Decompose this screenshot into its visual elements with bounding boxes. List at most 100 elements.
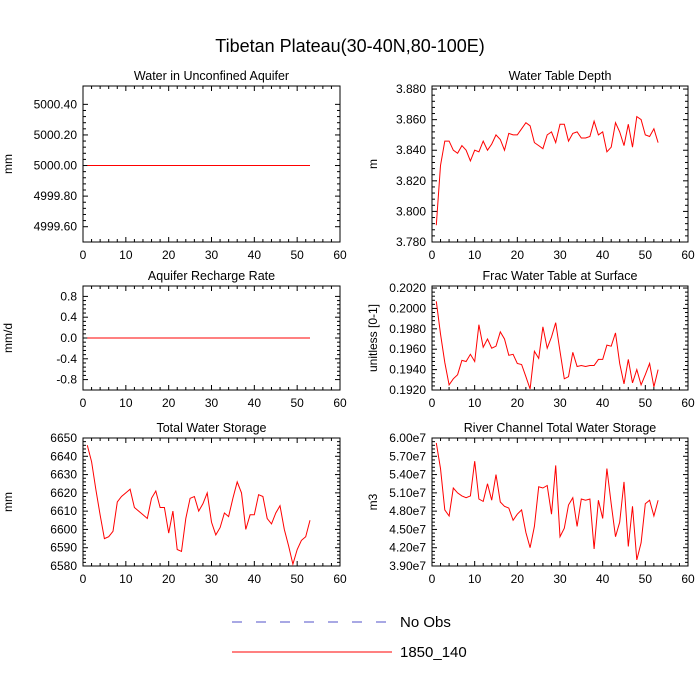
x-tick-label: 20	[511, 396, 525, 410]
x-tick-label: 20	[162, 396, 176, 410]
chart-panel-3: Aquifer Recharge Rate mm/d 0 10 20 30 40 50 60 -0…	[1, 269, 347, 410]
y-tick-label: 6600	[50, 522, 77, 536]
y-tick-label: 3.840	[396, 143, 426, 157]
x-tick-label: 60	[681, 396, 695, 410]
x-tick-label: 50	[290, 396, 304, 410]
y-tick-label: 4.50e7	[389, 522, 426, 536]
x-tick-label: 0	[80, 248, 87, 262]
y-tick-label: 5000.20	[34, 128, 78, 142]
plot-frame	[82, 437, 341, 567]
series-line-1850-140	[435, 301, 659, 390]
y-tick-label: 5000.40	[34, 97, 78, 111]
x-tick-label: 60	[333, 248, 347, 262]
y-axis-label: mm	[1, 492, 15, 512]
x-tick-label: 60	[333, 396, 347, 410]
y-tick-label: 4.20e7	[389, 541, 426, 555]
plot-frame	[82, 85, 341, 243]
x-tick-label: 30	[553, 248, 567, 262]
y-tick-label: 0.4	[60, 310, 77, 324]
series-line-1850-140	[435, 442, 659, 561]
x-tick-label: 20	[162, 248, 176, 262]
chart-panels: Water in Unconfined Aquifer mm 0 10 20 30 40 50…	[1, 69, 695, 586]
y-tick-label: 5.70e7	[389, 449, 426, 463]
y-tick-label: 5.40e7	[389, 468, 426, 482]
x-tick-label: 50	[639, 572, 653, 586]
x-tick-label: 20	[511, 248, 525, 262]
y-tick-label: 5.10e7	[389, 486, 426, 500]
y-tick-label: 0.1980	[389, 322, 426, 336]
x-tick-label: 60	[333, 572, 347, 586]
plot-frame	[431, 285, 689, 391]
x-tick-label: 40	[596, 396, 610, 410]
x-tick-label: 0	[429, 396, 436, 410]
x-tick-label: 20	[511, 572, 525, 586]
x-tick-label: 50	[290, 572, 304, 586]
x-tick-label: 0	[429, 572, 436, 586]
plot-frame	[431, 85, 689, 243]
y-tick-label: 3.90e7	[389, 559, 426, 573]
chart-panel-1: Water in Unconfined Aquifer mm 0 10 20 30 40 50…	[1, 69, 347, 262]
y-tick-label: 0.1960	[389, 342, 426, 356]
x-tick-label: 50	[290, 248, 304, 262]
y-tick-label: 0.1940	[389, 363, 426, 377]
y-tick-label: 4.80e7	[389, 504, 426, 518]
y-tick-label: 6580	[50, 559, 77, 573]
x-tick-label: 10	[119, 396, 133, 410]
y-tick-label: 4999.60	[34, 220, 78, 234]
y-tick-label: 3.780	[396, 235, 426, 249]
y-tick-label: 6620	[50, 486, 77, 500]
x-tick-label: 10	[468, 572, 482, 586]
y-tick-label: -0.8	[56, 373, 77, 387]
legend-label-no-obs: No Obs	[400, 614, 451, 631]
series-line-1850-140	[86, 445, 311, 567]
legend: No Obs 1850_140	[232, 614, 467, 661]
y-tick-label: 6650	[50, 431, 77, 445]
y-tick-label: 0.0	[60, 331, 77, 345]
x-tick-label: 30	[553, 572, 567, 586]
chart-panel-2: Water Table Depth m 0 10 20 30 40 50 60 3.780 3.80…	[366, 69, 695, 262]
panel-title: Frac Water Table at Surface	[483, 269, 638, 283]
y-tick-label: -0.4	[56, 352, 77, 366]
chart-panel-6: River Channel Total Water Storage m3 0 10 20…	[366, 421, 695, 586]
x-tick-label: 40	[596, 248, 610, 262]
y-tick-label: 4999.80	[34, 189, 78, 203]
x-tick-label: 40	[248, 248, 262, 262]
x-tick-label: 40	[248, 396, 262, 410]
y-tick-label: 3.880	[396, 82, 426, 96]
x-tick-label: 30	[205, 572, 219, 586]
x-tick-label: 40	[248, 572, 262, 586]
y-axis-label: mm	[1, 154, 15, 174]
y-tick-label: 6.00e7	[389, 431, 426, 445]
chart-panel-5: Total Water Storage mm 0 10 20 30 40 50 60 6580 65…	[1, 421, 347, 586]
panel-title: Water Table Depth	[509, 69, 612, 83]
y-tick-label: 0.8	[60, 289, 77, 303]
x-tick-label: 60	[681, 572, 695, 586]
y-axis-label: mm/d	[1, 323, 15, 353]
x-tick-label: 0	[80, 396, 87, 410]
y-tick-label: 0.2000	[389, 301, 426, 315]
x-tick-label: 10	[468, 248, 482, 262]
panel-title: Total Water Storage	[156, 421, 266, 435]
panel-title: Water in Unconfined Aquifer	[134, 69, 289, 83]
y-tick-label: 5000.00	[34, 159, 78, 173]
y-tick-label: 3.820	[396, 174, 426, 188]
y-tick-label: 0.1920	[389, 383, 426, 397]
figure-title: Tibetan Plateau(30-40N,80-100E)	[215, 36, 485, 56]
x-tick-label: 10	[468, 396, 482, 410]
series-line-1850-140	[435, 115, 659, 226]
x-tick-label: 50	[639, 248, 653, 262]
y-tick-label: 3.800	[396, 204, 426, 218]
x-tick-label: 30	[553, 396, 567, 410]
x-tick-label: 0	[429, 248, 436, 262]
chart-panel-4: Frac Water Table at Surface unitless [0-1…	[366, 269, 695, 410]
y-tick-label: 6610	[50, 504, 77, 518]
x-tick-label: 50	[639, 396, 653, 410]
x-tick-label: 60	[681, 248, 695, 262]
y-tick-label: 6630	[50, 468, 77, 482]
x-tick-label: 30	[205, 396, 219, 410]
x-tick-label: 10	[119, 572, 133, 586]
y-axis-label: m	[366, 159, 380, 169]
x-tick-label: 40	[596, 572, 610, 586]
x-tick-label: 10	[119, 248, 133, 262]
